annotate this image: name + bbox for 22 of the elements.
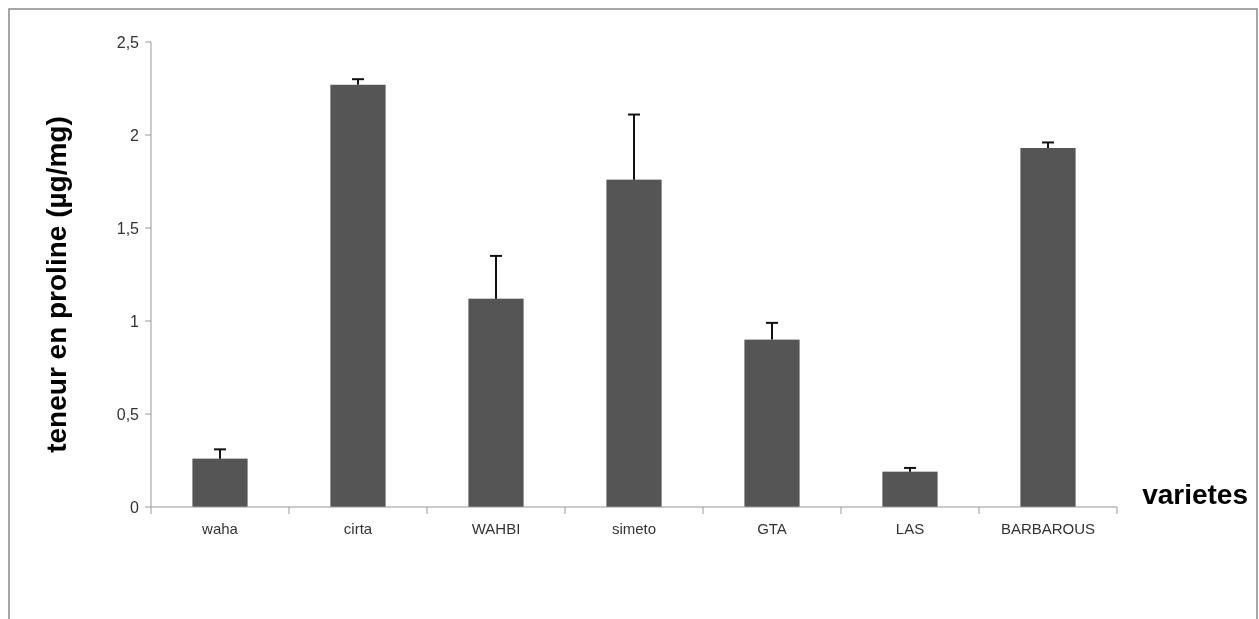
bar — [606, 179, 662, 507]
bar — [468, 298, 524, 507]
x-tick-label: simeto — [611, 520, 657, 537]
x-tick-label: waha — [201, 520, 239, 537]
y-tick-label: 0,5 — [116, 405, 140, 423]
x-tick-label: BARBAROUS — [1000, 520, 1096, 537]
bar — [744, 339, 800, 507]
x-tick-label: GTA — [757, 520, 787, 537]
y-tick-label: 1,5 — [116, 219, 140, 237]
x-tick-label: LAS — [895, 520, 925, 537]
bar — [192, 458, 248, 507]
x-tick-label: WAHBI — [471, 520, 521, 537]
y-axis-title: teneur en proline (µg/mg) — [41, 116, 72, 453]
bar — [330, 84, 386, 507]
x-tick-label: cirta — [343, 520, 373, 537]
y-tick-label: 0 — [130, 498, 140, 516]
bar — [882, 471, 938, 507]
y-tick-label: 2,5 — [116, 33, 140, 51]
y-tick-label: 2 — [130, 126, 140, 144]
bar — [1020, 148, 1076, 507]
y-tick-label: 1 — [130, 312, 140, 330]
x-axis-title: varietes — [1142, 479, 1248, 510]
